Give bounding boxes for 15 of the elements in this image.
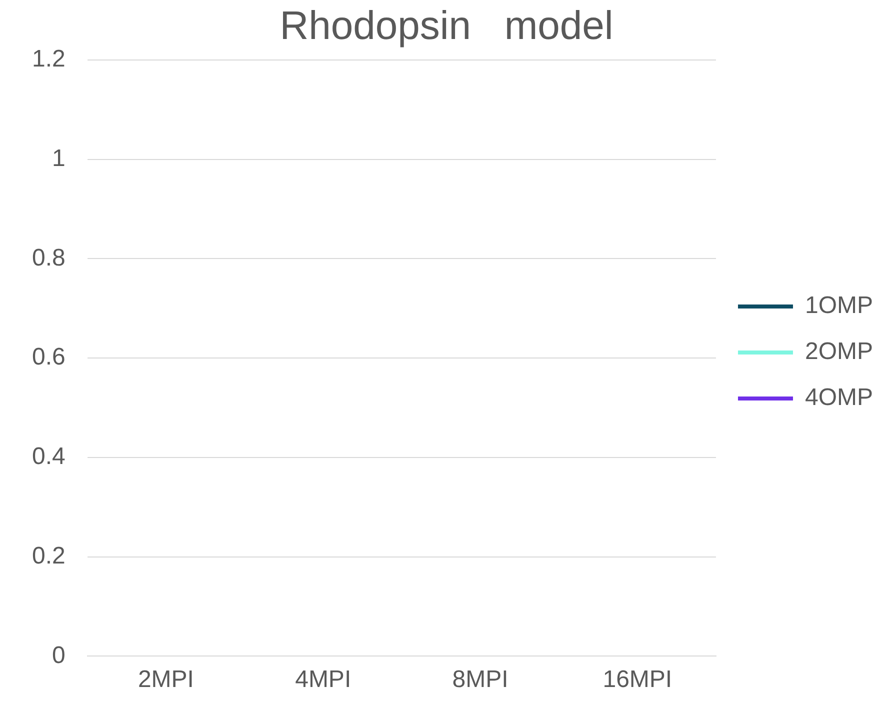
legend-label: 2OMP bbox=[804, 338, 873, 366]
x-tick-label: 2MPI bbox=[138, 666, 194, 694]
x-tick-label: 8MPI bbox=[452, 666, 508, 694]
chart-title: Rhodopsin model bbox=[280, 4, 614, 48]
y-tick-label: 1.2 bbox=[32, 46, 66, 73]
y-tick-label: 0.6 bbox=[32, 344, 66, 371]
y-tick-label: 0.2 bbox=[32, 542, 66, 570]
legend-label: 1OMP bbox=[804, 292, 873, 320]
y-tick-label: 1 bbox=[52, 144, 66, 172]
y-tick-label: 0.4 bbox=[32, 443, 66, 470]
y-tick-label: 0 bbox=[52, 642, 66, 669]
y-tick-label: 0.8 bbox=[32, 244, 66, 272]
x-tick-label: 4MPI bbox=[295, 666, 352, 694]
legend-label: 4OMP bbox=[804, 384, 873, 412]
x-tick-label: 16MPI bbox=[602, 666, 672, 694]
